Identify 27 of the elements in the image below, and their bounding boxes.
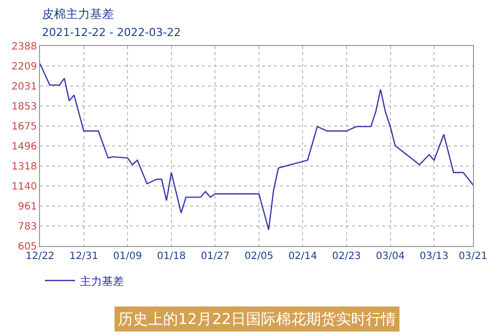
x-tick-label: 02/14 — [288, 251, 318, 262]
y-tick-label: 1140 — [12, 181, 37, 192]
y-tick-label: 605 — [18, 242, 37, 252]
x-tick-label: 01/18 — [156, 251, 186, 262]
x-tick-label: 03/13 — [420, 251, 448, 262]
y-tick-label: 783 — [18, 222, 37, 233]
y-tick-label: 2388 — [12, 42, 37, 52]
text: 历史上的12月22日国际棉花期货实时行情 — [118, 310, 396, 328]
chart-subtitle: 2021-12-22 - 2022-03-22 — [42, 26, 181, 39]
x-tick-label: 01/27 — [200, 251, 230, 262]
y-tick-label: 961 — [18, 202, 37, 213]
x-tick-label: 01/09 — [113, 251, 142, 262]
chart-title: 皮棉主力基差 — [42, 7, 114, 21]
line-series — [40, 63, 473, 230]
x-tick-label: 03/04 — [376, 251, 405, 262]
legend-label: 主力基差 — [80, 274, 124, 288]
x-tick-label: 12/31 — [69, 251, 98, 262]
x-tick-label: 03/21 — [458, 251, 488, 262]
y-tick-label: 1496 — [12, 142, 37, 153]
y-tick-label: 1675 — [12, 121, 37, 132]
x-tick-label: 02/05 — [244, 251, 274, 262]
y-tick-label: 1318 — [12, 162, 37, 173]
x-tick-label: 02/23 — [332, 251, 361, 262]
y-tick-label: 2209 — [12, 62, 37, 73]
y-tick-label: 1853 — [12, 102, 37, 113]
y-tick-label: 2031 — [12, 82, 37, 93]
x-tick-label: 12/22 — [26, 251, 54, 262]
